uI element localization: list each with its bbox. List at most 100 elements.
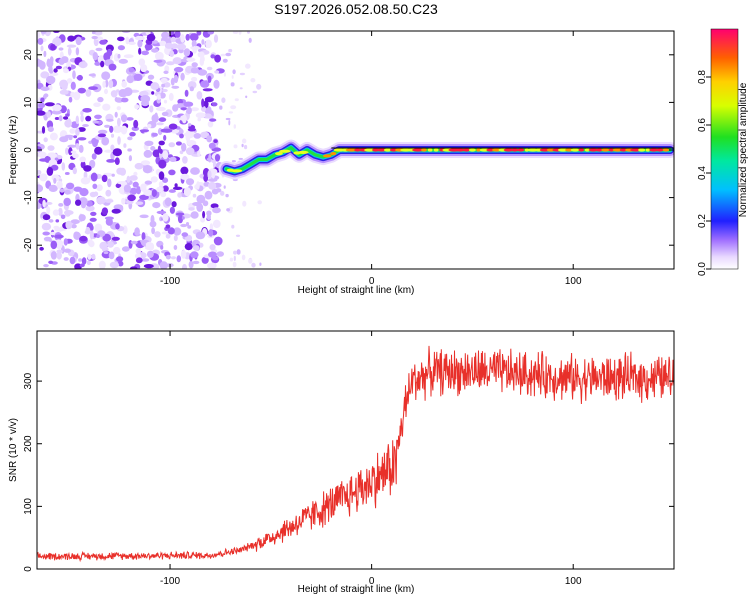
noise-speckle: [225, 52, 232, 57]
noise-blob: [80, 114, 84, 122]
noise-blob: [77, 127, 86, 132]
snr-y-tick-label: 200: [23, 435, 34, 452]
noise-blob: [168, 123, 178, 130]
noise-speckle: [220, 190, 225, 196]
noise-speckle: [239, 72, 245, 76]
colorbar-tick-label: 0.0: [697, 262, 708, 276]
noise-blob: [215, 188, 222, 193]
noise-blob: [85, 115, 92, 122]
ridge-hotspot: [588, 148, 599, 152]
noise-blob: [201, 105, 206, 112]
noise-blob: [68, 96, 73, 103]
noise-speckle: [232, 69, 236, 75]
noise-blob: [38, 151, 47, 158]
noise-blob: [111, 236, 120, 241]
ridge-hotspot: [511, 148, 519, 152]
noise-blob: [129, 175, 138, 181]
noise-blob: [37, 37, 44, 45]
noise-blob: [72, 153, 79, 159]
noise-blob: [61, 162, 66, 171]
noise-blob: [40, 45, 44, 52]
noise-blob: [127, 148, 132, 152]
noise-blob: [150, 214, 155, 224]
noise-speckle: [232, 261, 237, 268]
noise-blob: [63, 197, 71, 207]
noise-blob: [47, 126, 54, 132]
noise-blob: [209, 244, 216, 251]
noise-blob: [123, 54, 134, 59]
noise-blob: [212, 161, 217, 168]
noise-blob: [103, 251, 109, 255]
snr-y-label: SNR (10 * v/v): [8, 418, 19, 482]
noise-blob: [102, 103, 111, 111]
noise-blob: [158, 181, 164, 187]
spectrogram-y-label: Frequency (Hz): [8, 116, 19, 185]
noise-blob: [169, 206, 175, 214]
noise-blob: [93, 102, 101, 107]
noise-blob: [195, 231, 206, 240]
spectrogram-y-ticks: -20 -10 0 10 20: [23, 49, 674, 252]
noise-blob: [152, 202, 161, 209]
noise-blob: [120, 114, 128, 123]
noise-blob: [144, 180, 153, 185]
noise-blob: [133, 73, 143, 81]
noise-blob: [118, 58, 128, 64]
noise-blob: [190, 211, 199, 219]
noise-blob: [173, 74, 179, 84]
noise-blob: [149, 105, 154, 113]
colorbar-tick-label: 0.2: [697, 214, 708, 228]
noise-blob: [121, 80, 127, 88]
noise-blob: [175, 141, 182, 146]
noise-blob: [180, 107, 187, 111]
noise-blob: [127, 136, 133, 141]
noise-blob: [104, 199, 114, 203]
noise-blob: [98, 260, 106, 269]
noise-blob: [151, 227, 156, 235]
noise-blob: [49, 70, 54, 74]
noise-blob: [179, 150, 184, 155]
noise-blob: [65, 182, 75, 190]
noise-blob: [204, 113, 212, 119]
noise-blob: [117, 136, 121, 145]
noise-blob: [197, 117, 201, 122]
noise-blob: [177, 214, 184, 224]
noise-blob: [152, 40, 158, 44]
noise-blob: [180, 33, 185, 43]
noise-speckle: [238, 157, 243, 160]
noise-blob: [192, 46, 198, 54]
noise-blob: [40, 97, 45, 103]
noise-blob: [82, 108, 92, 113]
noise-blob: [207, 121, 214, 128]
noise-blob: [69, 128, 76, 134]
noise-blob: [64, 172, 70, 175]
noise-blob: [181, 142, 187, 152]
noise-speckle: [222, 58, 228, 63]
noise-blob: [59, 188, 65, 193]
noise-blob: [160, 191, 167, 198]
noise-speckle: [256, 83, 262, 90]
noise-blob: [96, 184, 103, 192]
noise-blob: [174, 31, 181, 38]
noise-speckle: [241, 254, 246, 261]
noise-blob: [197, 149, 201, 157]
ridge-hotspot: [524, 148, 529, 152]
noise-blob: [59, 89, 69, 95]
noise-blob: [72, 70, 76, 80]
noise-blob: [38, 102, 46, 109]
spectrogram-x-tick-label: 100: [565, 276, 582, 287]
spectrogram-y-tick-label: 10: [23, 96, 34, 108]
ridge-hotspot: [503, 148, 514, 152]
noise-speckle: [220, 53, 226, 57]
noise-blob: [180, 166, 189, 175]
noise-blob: [213, 34, 219, 43]
noise-blob: [120, 97, 129, 103]
noise-blob: [192, 193, 197, 198]
noise-blob: [43, 50, 47, 58]
ridge-hotspot: [476, 148, 481, 152]
noise-speckle: [230, 82, 235, 87]
snr-x-tick-label: 100: [565, 576, 582, 587]
noise-blob: [143, 149, 153, 158]
noise-blob: [73, 186, 83, 192]
noise-blob: [104, 149, 113, 153]
noise-blob: [92, 183, 98, 189]
